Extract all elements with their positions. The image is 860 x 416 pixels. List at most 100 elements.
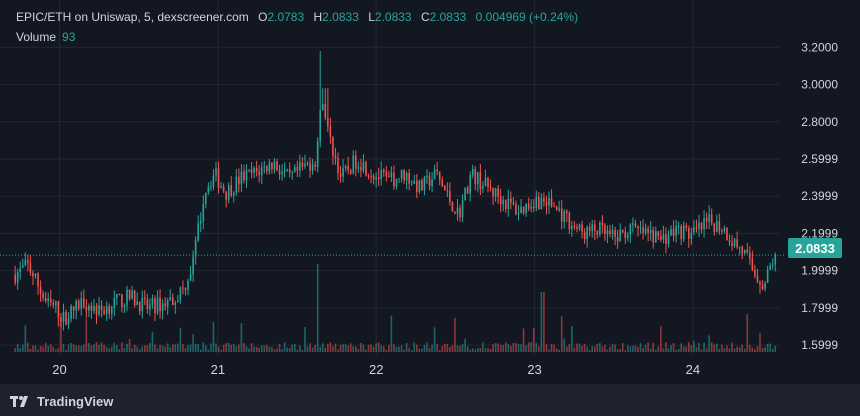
candle-body: [560, 208, 563, 222]
time-axis[interactable]: 20 21 22 23 24: [52, 362, 700, 377]
candle-body: [151, 298, 154, 305]
candle-body: [37, 273, 39, 287]
volume-bar: [352, 346, 355, 352]
volume-bar: [766, 343, 769, 352]
candle-body: [161, 303, 164, 312]
candle-body: [177, 300, 179, 303]
volume-bar: [29, 348, 32, 352]
candle-body: [360, 167, 362, 171]
volume-bar: [329, 342, 332, 352]
candle-body: [182, 287, 184, 289]
candle-body: [728, 240, 731, 243]
candle-body: [141, 297, 144, 312]
candle-body: [474, 168, 477, 185]
candle-body: [352, 155, 355, 174]
candle-body: [459, 207, 461, 218]
volume-bar: [682, 346, 685, 352]
candle-body: [588, 226, 591, 232]
volume-bar: [222, 344, 225, 352]
volume-bar: [250, 343, 253, 352]
candle-body: [555, 206, 558, 211]
volume-bar: [32, 345, 34, 352]
volume-bar: [677, 348, 680, 352]
candle-body: [192, 256, 194, 275]
candle-body: [179, 287, 182, 301]
candle-body: [388, 175, 390, 177]
price-axis[interactable]: 3.2000 3.0000 2.8000 2.5999 2.3999 2.1999 1.99…: [801, 40, 838, 352]
volume-label[interactable]: Volume: [16, 30, 57, 44]
volume-bar: [296, 349, 299, 352]
tradingview-logo[interactable]: TradingView: [10, 394, 113, 409]
volume-bar: [609, 346, 611, 352]
candle-body: [504, 200, 507, 209]
volume-bar: [494, 343, 497, 352]
volume-bar: [19, 348, 22, 352]
volume-bar: [563, 338, 566, 352]
candle-body: [199, 221, 202, 224]
volume-bar: [527, 342, 530, 352]
candle-body: [217, 168, 220, 188]
candle-body: [159, 297, 161, 312]
candle-body: [14, 274, 16, 283]
candle-body: [601, 222, 604, 226]
volume-bar: [558, 349, 560, 352]
symbol-title[interactable]: EPIC/ETH on Uniswap, 5, dexscreener.com: [16, 10, 249, 24]
candle-body: [517, 213, 520, 215]
volume-bar: [85, 319, 88, 352]
candle-body: [268, 162, 271, 172]
candle-body: [583, 232, 586, 240]
candle-body: [80, 297, 83, 309]
candle-body: [189, 274, 192, 281]
volume-bar: [550, 344, 553, 352]
volume-bar: [210, 343, 212, 352]
candle-body: [110, 307, 113, 314]
candle-body: [627, 234, 629, 238]
candle-body: [726, 227, 728, 241]
volume-bar: [540, 292, 543, 352]
volume-bar: [72, 344, 75, 352]
volume-bar: [443, 343, 446, 352]
volume-bar: [293, 344, 296, 352]
candle-body: [471, 168, 474, 176]
volume-bar: [283, 342, 286, 352]
candle-body: [398, 178, 400, 180]
x-tick-label: 22: [369, 362, 383, 377]
volume-bar: [565, 346, 568, 352]
candle-body: [324, 103, 327, 119]
candle-body: [108, 306, 111, 314]
candle-body: [637, 226, 639, 229]
candle-body: [494, 188, 497, 197]
volume-bar: [606, 349, 609, 352]
candle-body: [362, 161, 365, 171]
candle-body: [253, 167, 255, 173]
volume-bar: [232, 343, 235, 352]
candle-body: [632, 223, 634, 225]
candle-body: [100, 305, 103, 311]
candle-body: [766, 269, 769, 283]
low-value: 2.0833: [374, 10, 412, 24]
volume-bar: [299, 345, 301, 352]
candle-body: [222, 186, 225, 192]
volume-bar: [764, 347, 766, 352]
volume-bar: [171, 344, 174, 352]
candle-body: [334, 155, 337, 159]
candle-body: [751, 258, 754, 270]
volume-bar: [657, 346, 660, 352]
volume-bar: [578, 343, 581, 352]
candle-body: [83, 297, 85, 308]
volume-bar: [405, 342, 408, 352]
candle-body: [652, 229, 655, 243]
candle-body: [232, 192, 235, 196]
volume-bar: [441, 346, 444, 352]
volume-bar: [581, 345, 583, 352]
volume-bar: [449, 347, 451, 352]
candle-body: [431, 179, 433, 187]
candle-body: [609, 230, 611, 235]
volume-bar: [52, 346, 55, 352]
volume-bar: [327, 343, 329, 352]
volume-bar: [276, 348, 278, 352]
ohlc-legend: EPIC/ETH on Uniswap, 5, dexscreener.com …: [16, 8, 578, 26]
volume-bar: [291, 344, 294, 352]
